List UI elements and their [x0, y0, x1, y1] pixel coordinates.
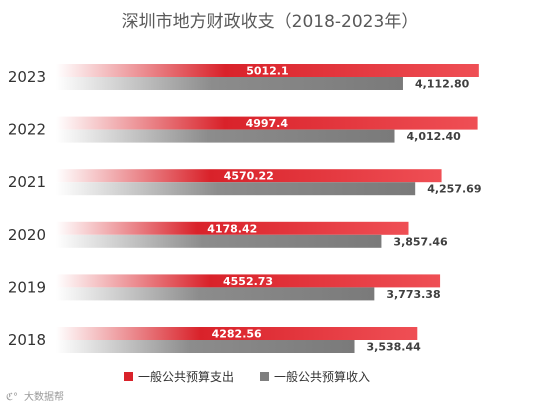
y-tick-label: 2018	[8, 331, 46, 349]
data-label-revenue: 4,257.69	[427, 183, 481, 196]
legend-label: 一般公共预算收入	[274, 369, 370, 384]
data-label-expenditure: 4997.4	[246, 117, 289, 130]
data-label-expenditure: 4282.56	[212, 328, 262, 341]
legend-label: 一般公共预算支出	[138, 369, 234, 384]
data-label-expenditure: 4178.42	[207, 222, 257, 235]
y-tick-label: 2023	[8, 68, 46, 86]
legend-swatch	[260, 372, 269, 381]
data-label-expenditure: 5012.1	[246, 65, 288, 78]
bar-expenditure	[56, 221, 409, 235]
y-tick-label: 2021	[8, 173, 46, 191]
bar-revenue	[56, 77, 403, 90]
watermark: ℭ° 大数据帮	[6, 390, 64, 403]
bar-expenditure	[56, 116, 478, 130]
data-label-expenditure: 4552.73	[223, 275, 273, 288]
y-tick-label: 2019	[8, 278, 46, 296]
watermark-logo: ℭ°	[6, 392, 18, 403]
y-tick-label: 2020	[8, 226, 46, 244]
data-label-revenue: 3,538.44	[367, 341, 422, 354]
bar-expenditure	[56, 274, 441, 288]
bar-expenditure	[56, 64, 479, 77]
data-label-revenue: 4,112.80	[415, 78, 470, 91]
bar-revenue	[56, 287, 375, 301]
bar-expenditure	[56, 169, 442, 183]
bar-revenue	[56, 234, 382, 248]
plot-area: 2023 5012.1 4,112.80 2022 4997.4 4,012.40 2021…	[8, 64, 481, 354]
data-label-revenue: 3,773.38	[386, 288, 440, 301]
y-tick-label: 2022	[8, 121, 46, 139]
watermark-text: 大数据帮	[24, 390, 64, 403]
bar-revenue	[56, 340, 355, 353]
bar-revenue	[56, 129, 395, 143]
chart-title: 深圳市地方财政收支（2018-2023年）	[122, 12, 419, 32]
legend-swatch	[124, 372, 133, 381]
bar-expenditure	[56, 327, 418, 340]
data-label-revenue: 3,857.46	[393, 235, 448, 248]
data-label-expenditure: 4570.22	[224, 170, 274, 183]
bar-revenue	[56, 182, 416, 196]
data-label-revenue: 4,012.40	[407, 130, 462, 143]
legend: 一般公共预算支出 一般公共预算收入	[124, 369, 370, 384]
